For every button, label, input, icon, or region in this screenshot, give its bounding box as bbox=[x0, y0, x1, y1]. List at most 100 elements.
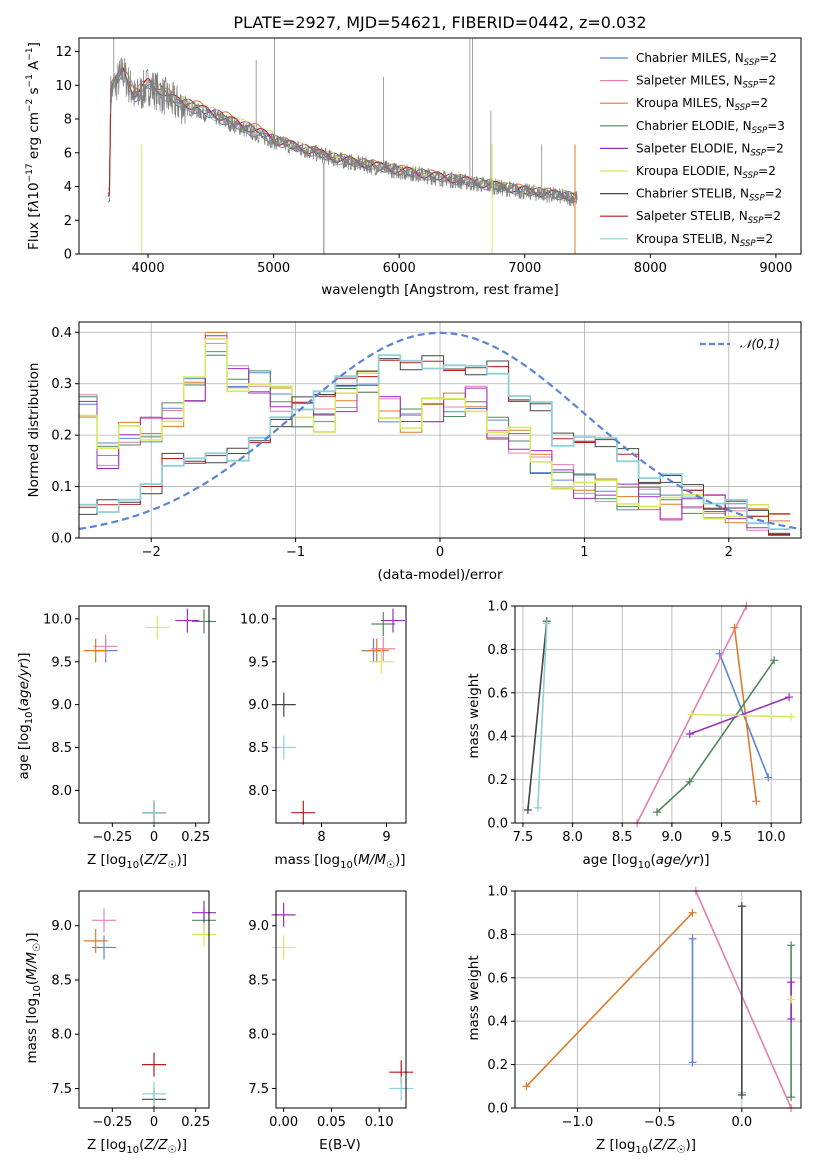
mass-z-panel: −0.25 0 0.25 7.5 8.0 8.5 9.0 bbox=[51, 890, 216, 1130]
residual-ylabel: Normed distribution bbox=[26, 363, 42, 498]
y-tick-label: 0.0 bbox=[487, 1102, 508, 1117]
y-tick-label: 0.0 bbox=[51, 532, 72, 547]
residual-panel: −2 −1 0 1 2 0.0 0.1 0.2 0.3 0.4 (data-model)/erro… bbox=[26, 321, 802, 583]
weight-line bbox=[733, 627, 758, 802]
panel-ticks: 0.00 0.05 0.10 7.5 8.0 8.5 9.0 bbox=[248, 919, 393, 1130]
y-tick-label: 0 bbox=[64, 248, 72, 263]
panel-frame bbox=[275, 890, 407, 1109]
x-tick-label: 0 bbox=[150, 830, 158, 845]
panel-marks bbox=[523, 602, 796, 827]
residual-histogram bbox=[79, 354, 791, 531]
y-tick-label: 0.2 bbox=[51, 429, 72, 444]
x-tick-label: 0.05 bbox=[317, 1115, 346, 1130]
spectrum-ylabel: Flux [fλ10−17 erg cm−2 s−1 A−1] bbox=[25, 42, 42, 250]
y-tick-label: 9.0 bbox=[51, 919, 72, 934]
y-tick-label: 0.4 bbox=[51, 326, 72, 341]
weight-z-ylabel: mass weight bbox=[466, 955, 482, 1040]
panel-marks bbox=[83, 608, 216, 825]
panel-ticks: 7.5 8.0 8.5 9.0 9.5 10.0 0.0 0.2 0.4 0.6 0.8 1.0 bbox=[487, 600, 801, 845]
y-tick-label: 0.6 bbox=[487, 971, 508, 986]
x-tick-label: −0.25 bbox=[92, 1115, 132, 1130]
y-tick-label: 1.0 bbox=[487, 600, 508, 615]
y-tick-label: 10.0 bbox=[43, 612, 72, 627]
spectrum-panel: 4000 5000 6000 7000 8000 9000 0 2 4 6 8 10 12 wavele… bbox=[25, 37, 802, 298]
normal-legend-label: 𝒩(0,1) bbox=[740, 337, 780, 351]
panel-ticks: −0.25 0 0.25 7.5 8.0 8.5 9.0 bbox=[51, 919, 210, 1130]
x-tick-label: 4000 bbox=[132, 261, 165, 276]
x-tick-label: 9 bbox=[382, 830, 390, 845]
y-tick-label: 8.5 bbox=[248, 973, 269, 988]
panel-frame bbox=[514, 890, 802, 1109]
x-tick-label: −1.0 bbox=[562, 1115, 594, 1130]
x-tick-label: 9.0 bbox=[662, 830, 683, 845]
panel-marks bbox=[271, 902, 414, 1101]
panel-frame bbox=[78, 605, 210, 824]
y-tick-label: 0.8 bbox=[487, 643, 508, 658]
age-mass-xlabel: mass [log10(M/M☉)] bbox=[274, 852, 405, 871]
y-tick-label: 1.0 bbox=[487, 885, 508, 900]
figure-title: PLATE=2927, MJD=54621, FIBERID=0442, z=0… bbox=[233, 13, 646, 32]
legend-label: Salpeter MILES, NSSP=2 bbox=[636, 74, 776, 91]
y-tick-label: 8.5 bbox=[51, 973, 72, 988]
y-tick-label: 8.0 bbox=[248, 1028, 269, 1043]
x-tick-label: 0 bbox=[436, 545, 444, 560]
residual-grid: −2 −1 0 1 2 0.0 0.1 0.2 0.3 0.4 bbox=[51, 322, 801, 560]
x-tick-label: 9000 bbox=[759, 261, 792, 276]
x-tick-label: 10.0 bbox=[757, 830, 786, 845]
residual-frame bbox=[78, 321, 802, 539]
age-z-xlabel: Z [log10(Z/Z☉)] bbox=[87, 852, 187, 871]
weight-line bbox=[691, 713, 792, 718]
y-tick-label: 6 bbox=[64, 146, 72, 161]
x-tick-label: 2 bbox=[725, 545, 733, 560]
weight-line bbox=[695, 890, 792, 1109]
x-tick-label: 0.00 bbox=[269, 1115, 298, 1130]
spectrum-xlabel: wavelength [Angstrom, rest frame] bbox=[321, 282, 559, 298]
model-curve bbox=[107, 72, 577, 201]
age-z-panel: −0.25 0 0.25 8.0 8.5 9.0 9.5 10.0 bbox=[43, 605, 216, 845]
y-tick-label: 9.0 bbox=[248, 919, 269, 934]
model-curve bbox=[107, 68, 577, 200]
y-tick-label: 0.6 bbox=[487, 686, 508, 701]
x-tick-label: 0.25 bbox=[181, 830, 210, 845]
x-tick-label: −2 bbox=[142, 545, 161, 560]
panel-ticks: −1.0 −0.5 0.0 0.0 0.2 0.4 0.6 0.8 1.0 bbox=[487, 885, 801, 1130]
y-tick-label: 0.2 bbox=[487, 1058, 508, 1073]
spectrum-frame bbox=[78, 37, 802, 255]
legend-label: Kroupa STELIB, NSSP=2 bbox=[636, 232, 773, 249]
y-tick-label: 12 bbox=[55, 45, 72, 60]
mass-ebv-panel: 0.00 0.05 0.10 7.5 8.0 8.5 9.0 bbox=[248, 890, 414, 1130]
weight-z-panel: −1.0 −0.5 0.0 0.0 0.2 0.4 0.6 0.8 1.0 bbox=[487, 885, 802, 1130]
residual-histogram bbox=[79, 342, 791, 531]
residual-histogram bbox=[79, 338, 791, 523]
panel-ticks: −0.25 0 0.25 8.0 8.5 9.0 9.5 10.0 bbox=[43, 612, 210, 845]
residual-histogram bbox=[79, 354, 791, 536]
weight-line bbox=[525, 912, 694, 1087]
model-curve bbox=[107, 72, 577, 202]
weight-line bbox=[527, 621, 548, 811]
model-curve bbox=[107, 62, 577, 201]
x-tick-label: 8.0 bbox=[562, 830, 583, 845]
y-tick-label: 2 bbox=[64, 214, 72, 229]
residual-histogram bbox=[79, 331, 791, 524]
y-tick-label: 8.0 bbox=[248, 784, 269, 799]
panel-frame bbox=[78, 890, 210, 1109]
y-tick-label: 9.0 bbox=[248, 698, 269, 713]
residual-histogram bbox=[79, 351, 791, 534]
mass-ebv-xlabel: E(B-V) bbox=[319, 1137, 361, 1153]
observed-spectrum bbox=[110, 57, 578, 207]
weight-line bbox=[537, 623, 548, 808]
y-tick-label: 0.3 bbox=[51, 377, 72, 392]
residual-histogram bbox=[79, 355, 791, 535]
x-tick-label: −0.5 bbox=[644, 1115, 676, 1130]
residual-legend: 𝒩(0,1) bbox=[700, 337, 780, 351]
legend-label: Kroupa MILES, NSSP=2 bbox=[636, 96, 768, 113]
mass-z-xlabel: Z [log10(Z/Z☉)] bbox=[87, 1137, 187, 1156]
x-tick-label: 7000 bbox=[508, 261, 541, 276]
panel-frame bbox=[275, 605, 407, 824]
weight-age-ylabel: mass weight bbox=[466, 673, 482, 758]
y-tick-label: 9.0 bbox=[51, 698, 72, 713]
y-tick-label: 0.8 bbox=[487, 928, 508, 943]
residual-marks bbox=[78, 331, 802, 536]
weight-age-xlabel: age [log10(age/yr)] bbox=[582, 852, 709, 871]
